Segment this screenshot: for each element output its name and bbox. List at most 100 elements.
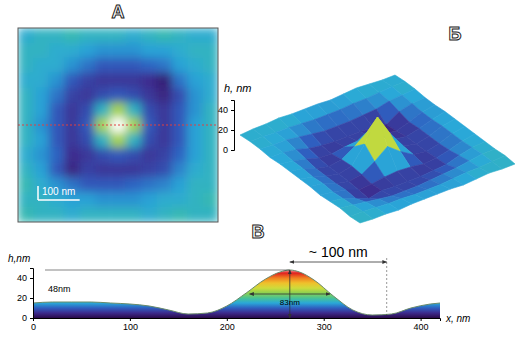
cell bbox=[18, 73, 34, 89]
cell bbox=[172, 207, 188, 222]
cell bbox=[141, 88, 157, 104]
cell bbox=[187, 147, 203, 163]
cell bbox=[187, 73, 203, 89]
tick-label: 200 bbox=[220, 322, 235, 332]
cell bbox=[156, 147, 172, 163]
axis: 0100200300400 bbox=[31, 318, 441, 332]
cell bbox=[64, 58, 80, 74]
cell bbox=[18, 147, 34, 163]
cell bbox=[80, 207, 96, 222]
cell bbox=[172, 132, 188, 148]
cell bbox=[141, 147, 157, 163]
axis-line bbox=[34, 319, 441, 322]
cell bbox=[156, 162, 172, 178]
cell bbox=[156, 58, 172, 74]
axis-title: x, nm bbox=[445, 313, 470, 324]
scale-bar-line bbox=[38, 199, 80, 201]
cell bbox=[187, 177, 203, 193]
cell bbox=[95, 207, 111, 222]
cell bbox=[18, 88, 34, 104]
axis-title: h,nm bbox=[8, 253, 30, 264]
cell bbox=[64, 103, 80, 119]
cell bbox=[126, 73, 142, 89]
cell bbox=[110, 73, 126, 89]
cell bbox=[110, 147, 126, 163]
cell bbox=[126, 132, 142, 148]
cell bbox=[80, 132, 96, 148]
cell bbox=[187, 192, 203, 208]
cell bbox=[203, 162, 218, 178]
cell bbox=[49, 207, 65, 222]
cell bbox=[126, 147, 142, 163]
tick-mark bbox=[324, 318, 325, 321]
cell bbox=[126, 88, 142, 104]
cell bbox=[156, 88, 172, 104]
tick-mark bbox=[231, 130, 234, 131]
cell bbox=[64, 162, 80, 178]
cell bbox=[95, 162, 111, 178]
panel-title: В bbox=[252, 222, 265, 242]
cell bbox=[80, 73, 96, 89]
frame bbox=[18, 28, 218, 222]
cell bbox=[33, 28, 49, 44]
axis: 02040 bbox=[17, 269, 34, 324]
tick-mark bbox=[130, 318, 131, 321]
cell bbox=[187, 162, 203, 178]
cell bbox=[126, 103, 142, 119]
cell bbox=[203, 28, 218, 44]
tick-mark bbox=[227, 318, 228, 321]
cell bbox=[80, 28, 96, 44]
axis-line bbox=[30, 269, 34, 319]
surface bbox=[240, 75, 515, 223]
cell bbox=[141, 162, 157, 178]
cell bbox=[141, 103, 157, 119]
cell bbox=[187, 58, 203, 74]
cell bbox=[110, 28, 126, 44]
cell bbox=[18, 103, 34, 119]
cell bbox=[80, 192, 96, 208]
profile-line bbox=[18, 125, 218, 126]
tick: 0 bbox=[22, 313, 33, 323]
cell bbox=[18, 43, 34, 59]
heatmap bbox=[18, 28, 218, 222]
cell bbox=[95, 88, 111, 104]
tick-mark bbox=[30, 278, 33, 279]
cell bbox=[141, 207, 157, 222]
tick-mark bbox=[231, 150, 234, 151]
cell bbox=[172, 177, 188, 193]
cell bbox=[141, 28, 157, 44]
cell bbox=[80, 162, 96, 178]
cell bbox=[187, 43, 203, 59]
cell bbox=[95, 73, 111, 89]
annotation: 83nm bbox=[280, 298, 300, 307]
cell bbox=[156, 132, 172, 148]
profile-line bbox=[33, 270, 440, 315]
dimension-arrow bbox=[250, 294, 330, 295]
cell bbox=[95, 58, 111, 74]
tick: 0 bbox=[223, 145, 234, 155]
cell bbox=[203, 177, 218, 193]
cell bbox=[18, 207, 34, 222]
cell bbox=[95, 177, 111, 193]
cell bbox=[110, 192, 126, 208]
cell bbox=[80, 103, 96, 119]
cell bbox=[18, 28, 34, 44]
cell bbox=[64, 73, 80, 89]
cell bbox=[156, 73, 172, 89]
tick-label: 400 bbox=[414, 322, 429, 332]
cell bbox=[110, 43, 126, 59]
cell bbox=[203, 132, 218, 148]
cell bbox=[172, 88, 188, 104]
cell bbox=[156, 28, 172, 44]
tick: 40 bbox=[17, 273, 33, 283]
cell bbox=[156, 192, 172, 208]
cell bbox=[49, 103, 65, 119]
scale-bar-end bbox=[37, 186, 39, 200]
cell bbox=[49, 132, 65, 148]
annotation: ~ 100 nm bbox=[309, 244, 368, 260]
cell bbox=[126, 58, 142, 74]
cell bbox=[49, 58, 65, 74]
panel-title: А bbox=[112, 2, 125, 22]
cell bbox=[203, 192, 218, 208]
cell bbox=[203, 73, 218, 89]
